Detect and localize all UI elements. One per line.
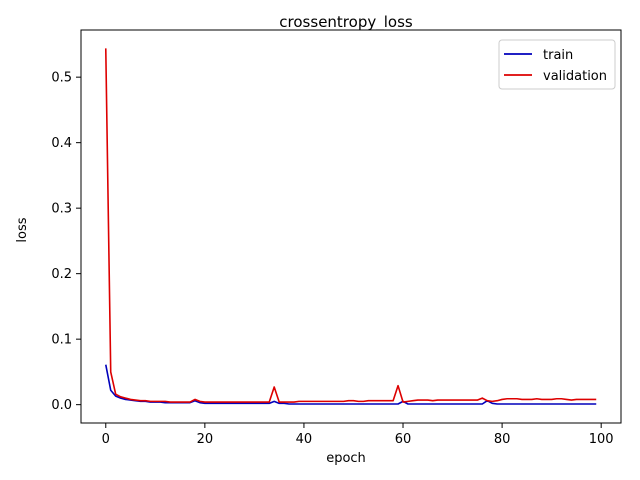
series-line-train [104, 364, 597, 405]
y-tick-label: 0.4 [51, 136, 72, 151]
y-tick-label: 0.2 [51, 267, 72, 282]
legend-box [498, 39, 616, 90]
axes-frame [80, 29, 622, 424]
legend-label-validation: validation [543, 69, 607, 84]
legend-label-train: train [543, 48, 573, 63]
legend: train validation [498, 39, 616, 90]
chart-title: crossentropy_loss [279, 13, 413, 32]
x-axis-label: epoch [326, 451, 366, 466]
y-axis-label: loss [15, 217, 30, 242]
series-line-validation [104, 48, 597, 403]
y-tick-label: 0.3 [51, 202, 72, 217]
y-tick-label: 0.5 [51, 71, 72, 86]
y-axis-ticks: 0.0 0.1 0.2 0.3 0.4 0.5 [51, 71, 81, 413]
x-tick-label: 40 [296, 432, 313, 447]
x-tick-label: 100 [589, 432, 614, 447]
x-tick-label: 20 [197, 432, 214, 447]
x-tick-label: 80 [494, 432, 511, 447]
x-tick-label: 0 [102, 432, 110, 447]
y-tick-label: 0.0 [51, 398, 72, 413]
plot-area [104, 48, 597, 405]
y-tick-label: 0.1 [51, 333, 72, 348]
x-axis-ticks: 0 20 40 60 80 100 [102, 423, 614, 447]
x-tick-label: 60 [395, 432, 412, 447]
